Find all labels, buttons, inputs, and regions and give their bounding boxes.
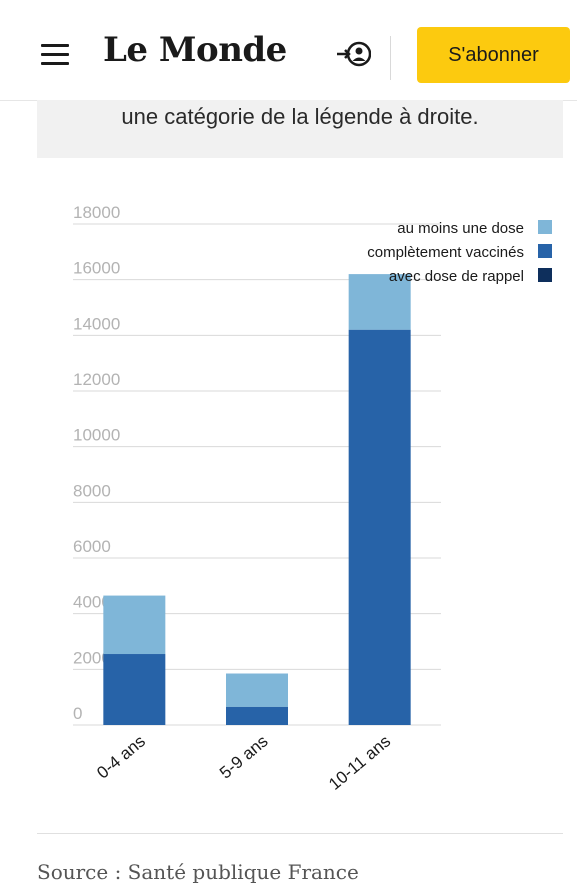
subscribe-button[interactable]: S'abonner — [417, 27, 570, 83]
x-tick-label: 10-11 ans — [325, 732, 394, 794]
bar-segment-au-moins-une-dose — [103, 595, 166, 655]
legend-label: avec dose de rappel — [389, 268, 524, 285]
le-monde-logo[interactable]: Le Monde — [103, 30, 287, 70]
legend-swatch — [538, 268, 552, 282]
legend-swatch — [538, 220, 552, 234]
legend-swatch — [538, 244, 552, 258]
y-tick-label: 10000 — [73, 426, 120, 445]
source-note: Source : Santé publique France — [37, 860, 359, 884]
x-tick-label: 0-4 ans — [93, 732, 149, 783]
y-tick-label: 16000 — [73, 259, 120, 278]
x-tick-label: 5-9 ans — [216, 732, 272, 783]
y-tick-label: 4000 — [73, 593, 111, 612]
source-divider — [37, 833, 563, 834]
y-tick-label: 0 — [73, 704, 82, 723]
y-tick-label: 18000 — [73, 203, 120, 222]
login-icon[interactable] — [335, 40, 371, 68]
bar-segment-completement-vaccines — [348, 329, 411, 725]
bar-segment-au-moins-une-dose — [348, 274, 411, 330]
legend-label: au moins une dose — [397, 220, 524, 237]
chart-instruction: une catégorie de la légende à droite. — [37, 100, 563, 158]
y-tick-label: 6000 — [73, 537, 111, 556]
bar-segment-completement-vaccines — [103, 654, 166, 725]
bar-segment-au-moins-une-dose — [226, 673, 288, 707]
vaccination-bar-chart: 0 2000 4000 6000 8000 10000 12000 14000 16000 180… — [73, 203, 552, 794]
header-divider — [390, 36, 391, 80]
y-tick-label: 12000 — [73, 370, 120, 389]
legend-label: complètement vaccinés — [367, 244, 524, 261]
y-tick-label: 8000 — [73, 481, 111, 500]
site-header: Le Monde S'abonner — [0, 0, 577, 101]
hamburger-menu-icon[interactable] — [41, 44, 69, 66]
y-tick-label: 2000 — [73, 648, 111, 667]
instruction-text: une catégorie de la légende à droite. — [121, 104, 479, 129]
bar-segment-completement-vaccines — [226, 706, 288, 725]
y-tick-label: 14000 — [73, 314, 120, 333]
